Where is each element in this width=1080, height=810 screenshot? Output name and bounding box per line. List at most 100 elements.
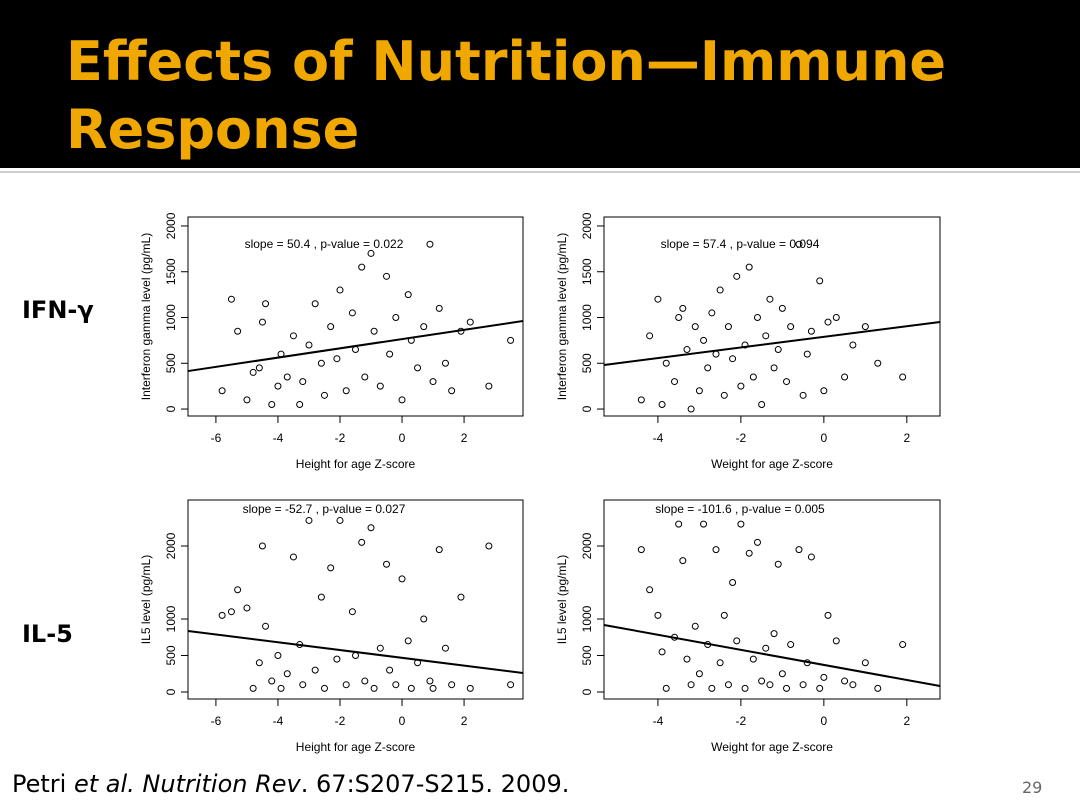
- y-tick-label: 0: [580, 688, 594, 695]
- y-tick-label: 1500: [580, 258, 594, 285]
- point: [795, 546, 803, 554]
- fit-line: [603, 623, 941, 687]
- x-tick-label: 0: [399, 431, 406, 445]
- point: [654, 295, 662, 303]
- point: [361, 677, 369, 685]
- point: [376, 382, 384, 390]
- y-tick-label: 0: [580, 405, 594, 412]
- point: [370, 327, 378, 335]
- x-tick-label: 2: [461, 714, 468, 728]
- point: [367, 249, 375, 257]
- point: [712, 546, 720, 554]
- point: [485, 382, 493, 390]
- point: [675, 520, 683, 528]
- point: [342, 387, 350, 395]
- point: [729, 355, 737, 363]
- x-tick-label: -6: [211, 714, 222, 728]
- slide-title: Effects of Nutrition—Immune Response: [66, 30, 947, 161]
- point: [392, 314, 400, 322]
- point: [720, 391, 728, 399]
- point: [441, 359, 449, 367]
- y-axis-label: IL5 level (pg/mL): [555, 555, 569, 644]
- point: [807, 327, 815, 335]
- y-tick-label: 2000: [580, 212, 594, 239]
- point: [783, 378, 791, 386]
- point: [262, 300, 270, 308]
- point: [234, 327, 242, 335]
- point: [787, 323, 795, 331]
- y-tick-label: 1000: [580, 304, 594, 331]
- y-tick-label: 500: [164, 353, 178, 373]
- point: [457, 593, 465, 601]
- point: [398, 575, 406, 583]
- point: [770, 630, 778, 638]
- point: [745, 549, 753, 557]
- point: [899, 641, 907, 649]
- point: [404, 291, 412, 299]
- point: [311, 300, 319, 308]
- point: [218, 611, 226, 619]
- point: [507, 681, 515, 689]
- point: [770, 364, 778, 372]
- point: [386, 666, 394, 674]
- point: [675, 314, 683, 322]
- point: [753, 538, 761, 546]
- x-axis-label: Weight for age Z-score: [711, 457, 833, 471]
- point: [799, 681, 807, 689]
- annotation: slope = 57.4 , p-value = 0.094: [661, 237, 820, 251]
- point: [658, 400, 666, 408]
- point: [348, 309, 356, 317]
- point: [218, 387, 226, 395]
- point: [274, 651, 282, 659]
- point: [255, 659, 263, 667]
- point: [448, 387, 456, 395]
- point: [507, 336, 515, 344]
- point: [392, 681, 400, 689]
- point: [404, 637, 412, 645]
- x-tick-label: -4: [273, 431, 284, 445]
- point: [716, 659, 724, 667]
- citation-journal: et al. Nutrition Rev: [73, 770, 301, 798]
- point: [832, 314, 840, 322]
- x-tick-label: 2: [903, 431, 910, 445]
- point: [691, 323, 699, 331]
- point: [708, 309, 716, 317]
- point: [429, 378, 437, 386]
- point: [336, 286, 344, 294]
- x-tick-label: -2: [335, 431, 346, 445]
- point: [317, 593, 325, 601]
- point: [737, 520, 745, 528]
- point: [720, 611, 728, 619]
- y-tick-label: 1000: [164, 605, 178, 632]
- point: [258, 318, 266, 326]
- point: [320, 391, 328, 399]
- citation-author: Petri: [12, 770, 74, 798]
- point: [448, 681, 456, 689]
- y-tick-label: 1000: [580, 605, 594, 632]
- fit-line: [187, 319, 524, 373]
- point: [824, 318, 832, 326]
- point: [370, 684, 378, 692]
- point: [733, 637, 741, 645]
- point: [352, 346, 359, 354]
- point: [367, 524, 375, 532]
- point: [708, 684, 716, 692]
- header-band: [0, 0, 1080, 168]
- point: [414, 364, 422, 372]
- point: [249, 368, 257, 376]
- point: [277, 684, 285, 692]
- point: [426, 240, 434, 248]
- point: [441, 644, 449, 652]
- point: [348, 608, 356, 616]
- point: [358, 538, 366, 546]
- point: [671, 378, 679, 386]
- y-tick-label: 500: [580, 353, 594, 373]
- point: [783, 684, 791, 692]
- point: [485, 542, 493, 550]
- point: [849, 681, 857, 689]
- point: [243, 396, 251, 404]
- point: [361, 373, 369, 381]
- point: [861, 323, 869, 331]
- y-tick-label: 1500: [164, 258, 178, 285]
- point: [687, 405, 695, 413]
